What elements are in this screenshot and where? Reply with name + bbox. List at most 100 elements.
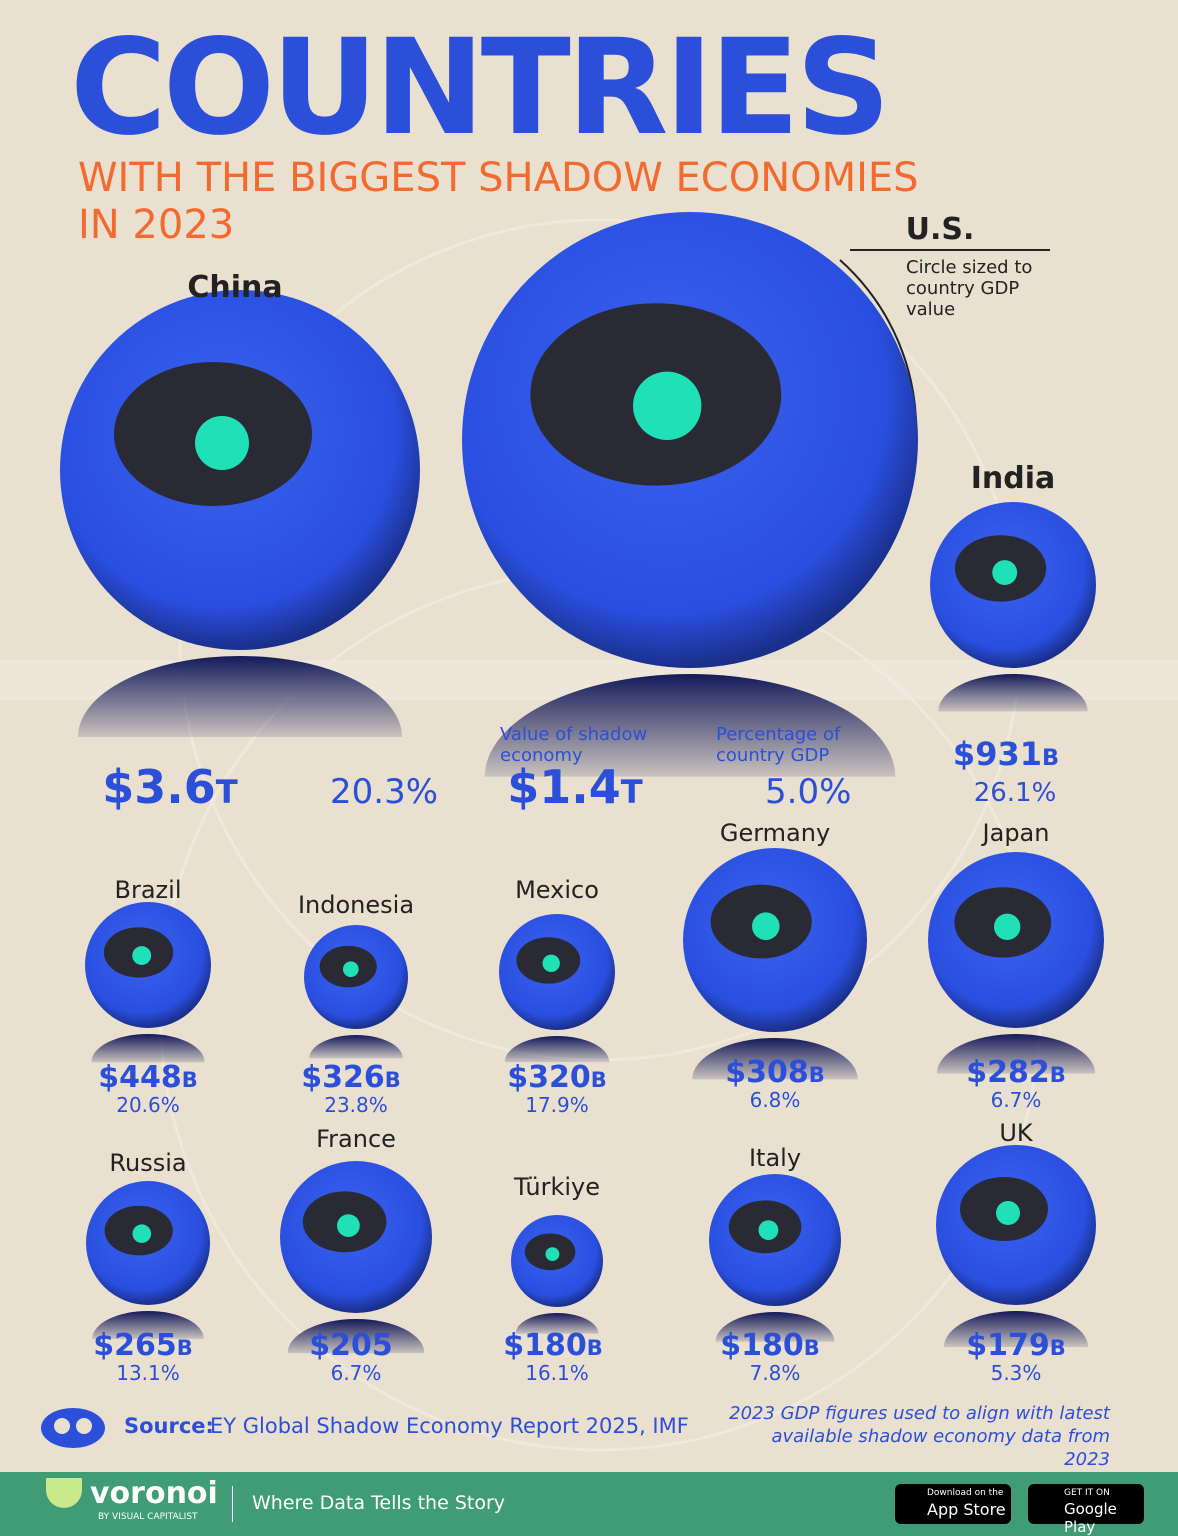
shadow-value: $180B [720, 1328, 820, 1363]
tagline: Where Data Tells the Story [252, 1492, 506, 1514]
app-store: App Store [927, 1500, 1006, 1519]
globe-shadow [944, 1311, 1088, 1347]
value-number: $179 [966, 1328, 1050, 1363]
gdp-percent: 17.9% [525, 1093, 589, 1117]
value-unit: B [176, 1336, 193, 1360]
globe-shadow [91, 1034, 205, 1063]
globe-shadow [515, 1312, 599, 1334]
gdp-percent: 20.6% [116, 1093, 180, 1117]
value-unit: T [215, 773, 238, 811]
country-name: China [187, 270, 283, 305]
globe-shadow [309, 1035, 403, 1059]
gdp-percent: 6.7% [330, 1361, 382, 1385]
brand-icon [46, 1478, 82, 1508]
shadow-value: $326B [301, 1060, 401, 1095]
value-number: $180 [503, 1328, 587, 1363]
country-name: Brazil [114, 876, 182, 904]
country-name: UK [999, 1119, 1033, 1147]
country-name: India [970, 461, 1056, 496]
gdp-percent: 5.3% [990, 1361, 1042, 1385]
country-name: Türkiye [514, 1173, 600, 1201]
value-unit: B [384, 1068, 401, 1092]
country-highlight [996, 1201, 1020, 1225]
value-unit: B [808, 1063, 825, 1087]
shadow-value: $448B [98, 1060, 198, 1095]
value-number: $320 [507, 1060, 591, 1095]
shadow-value: $320B [507, 1060, 607, 1095]
gdp-percent: 16.1% [525, 1361, 589, 1385]
subtitle-year: IN 2023 [78, 202, 235, 248]
value-number: $308 [725, 1055, 809, 1090]
country-name: Italy [748, 1144, 802, 1172]
value-unit: B [586, 1336, 603, 1360]
app-store-small: Download on the [927, 1488, 1004, 1498]
country-highlight [994, 913, 1021, 940]
globe-shadow [92, 1311, 204, 1339]
footer-bar: voronoi BY VISUAL CAPITALIST Where Data … [0, 1472, 1178, 1536]
title: COUNTRIES [70, 11, 891, 165]
shadow-value: $308B [725, 1055, 825, 1090]
globe-shadow [938, 673, 1088, 712]
source-label: Source: [124, 1414, 214, 1438]
country-highlight [545, 1247, 560, 1261]
value-number: $326 [301, 1060, 385, 1095]
shadow-value: $180B [503, 1328, 603, 1363]
value-unit: B [1049, 1336, 1066, 1360]
percent-note: Percentage of country GDP [716, 724, 841, 766]
gdp-percent: 23.8% [324, 1093, 388, 1117]
value-number: $282 [966, 1055, 1050, 1090]
gdp-percent: 7.8% [749, 1361, 801, 1385]
globe-shadow [504, 1036, 610, 1063]
country-name: Germany [719, 819, 831, 847]
country-name: Russia [109, 1149, 187, 1177]
app-store-badge[interactable]: Download on the App Store [895, 1484, 1011, 1524]
value-number: $265 [93, 1328, 177, 1363]
brand: voronoi [90, 1476, 218, 1511]
country-highlight [633, 371, 702, 440]
source: EY Global Shadow Economy Report 2025, IM… [210, 1414, 689, 1438]
country-name: Japan [982, 819, 1050, 847]
subtitle: WITH THE BIGGEST SHADOW ECONOMIES [78, 155, 919, 201]
country-highlight [758, 1220, 779, 1240]
google-play-badge[interactable]: GET IT ON Google Play [1028, 1484, 1144, 1536]
country-name: France [316, 1125, 396, 1153]
country-highlight [337, 1214, 360, 1237]
google: Google Play [1064, 1500, 1117, 1536]
gdp-percent: 20.3% [330, 772, 439, 812]
shadow-value: $179B [966, 1328, 1066, 1363]
value-number: $931 [952, 735, 1042, 773]
country-highlight [132, 946, 152, 965]
brand-sub: BY VISUAL CAPITALIST [98, 1512, 198, 1522]
size-note: Circle sized to country GDP value [906, 257, 1033, 320]
gdp-percent: 13.1% [116, 1361, 180, 1385]
country-name: U.S. [905, 212, 975, 247]
country-highlight [195, 416, 249, 470]
footnote: 2023 GDP figures used to align with late… [729, 1403, 1110, 1470]
globe-shadow [484, 674, 896, 777]
globe-shadow [287, 1319, 425, 1354]
gdp-percent: 5.0% [765, 772, 852, 812]
value-unit: B [181, 1068, 198, 1092]
value-number: $448 [98, 1060, 182, 1095]
value-unit: T [620, 773, 643, 811]
shadow-value: $205 [309, 1328, 393, 1363]
value-note: Value of shadow economy [500, 724, 648, 766]
value-number: $205 [309, 1328, 393, 1363]
gdp-percent: 6.8% [749, 1088, 801, 1112]
value-number: $3.6 [102, 760, 216, 814]
country-highlight [752, 912, 780, 940]
gdp-percent: 26.1% [973, 778, 1057, 808]
value-number: $180 [720, 1328, 804, 1363]
globe-shadow [692, 1038, 858, 1080]
shadow-value: $3.6T [102, 760, 237, 814]
globe-shadow [78, 656, 402, 737]
shadow-value: $931B [953, 735, 1059, 773]
globe-shadow [936, 1034, 1096, 1074]
value-unit: B [1049, 1063, 1066, 1087]
value-unit: B [803, 1336, 820, 1360]
value-number: $1.4 [507, 760, 621, 814]
value-unit: B [1041, 745, 1060, 771]
value-unit: B [590, 1068, 607, 1092]
